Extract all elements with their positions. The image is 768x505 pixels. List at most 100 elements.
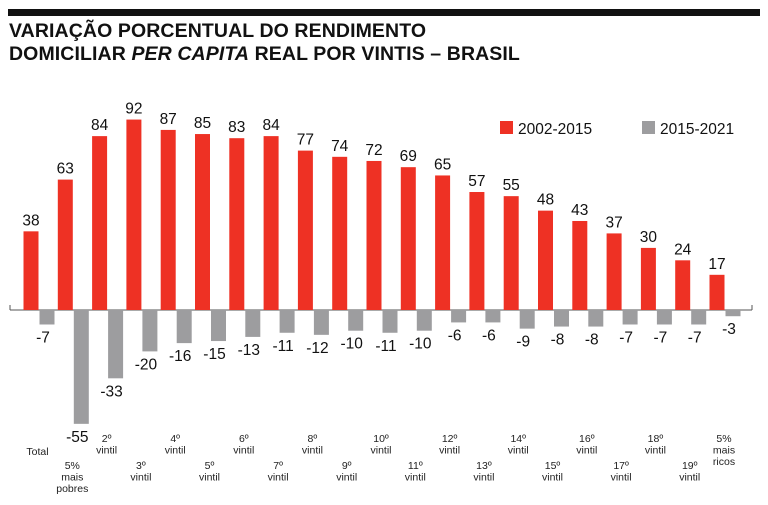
- legend-label-2002-2015: 2002-2015: [518, 121, 592, 138]
- value-label-2015-2021: -7: [654, 329, 668, 346]
- category-label: 15º vintil: [542, 460, 563, 484]
- value-label-2015-2021: -11: [272, 338, 293, 355]
- value-label-2002-2015: 92: [125, 101, 142, 118]
- bar-2002-2015: [229, 138, 245, 310]
- bar-2015-2021: [382, 310, 398, 333]
- bar-2015-2021: [451, 310, 467, 323]
- value-label-2002-2015: 24: [674, 241, 692, 258]
- value-label-2015-2021: -20: [135, 356, 158, 373]
- category-label: 6º vintil: [233, 433, 254, 457]
- value-label-2002-2015: 57: [468, 173, 485, 190]
- bar-2015-2021: [348, 310, 364, 331]
- value-label-2002-2015: 48: [537, 192, 554, 209]
- value-label-2002-2015: 38: [22, 212, 39, 229]
- bar-2015-2021: [725, 310, 741, 317]
- value-label-2015-2021: -7: [36, 329, 50, 346]
- legend-swatch-2015-2021: [642, 121, 655, 134]
- value-label-2002-2015: 85: [194, 115, 211, 132]
- category-label: 7º vintil: [268, 460, 289, 484]
- bar-2002-2015: [160, 129, 176, 310]
- value-label-2002-2015: 84: [262, 117, 280, 134]
- bar-2002-2015: [469, 192, 485, 310]
- bar-2002-2015: [640, 247, 656, 310]
- category-label: 3º vintil: [130, 460, 151, 484]
- legend-swatch-2002-2015: [500, 121, 513, 134]
- category-label: 13º vintil: [473, 460, 494, 484]
- bar-2002-2015: [572, 220, 588, 310]
- category-label: 12º vintil: [439, 433, 460, 457]
- bar-2015-2021: [142, 310, 158, 352]
- category-label: 9º vintil: [336, 460, 357, 484]
- value-label-2002-2015: 17: [708, 256, 725, 273]
- value-label-2002-2015: 72: [365, 142, 382, 159]
- bar-2002-2015: [503, 196, 519, 310]
- value-label-2015-2021: -13: [238, 342, 260, 359]
- value-label-2002-2015: 74: [331, 138, 349, 155]
- category-label: 14º vintil: [508, 433, 529, 457]
- category-label: 5º vintil: [199, 460, 220, 484]
- bar-2015-2021: [279, 310, 295, 333]
- bar-2002-2015: [195, 134, 210, 310]
- bar-2002-2015: [57, 179, 73, 310]
- bar-2015-2021: [313, 310, 329, 335]
- bar-2015-2021: [108, 310, 124, 379]
- value-label-2002-2015: 83: [228, 119, 245, 136]
- value-label-2002-2015: 55: [503, 177, 520, 194]
- bar-2015-2021: [622, 310, 638, 325]
- bar-2002-2015: [366, 160, 382, 310]
- category-label: 8º vintil: [302, 433, 323, 457]
- value-label-2015-2021: -3: [722, 321, 736, 338]
- category-label: 5% mais pobres: [56, 460, 88, 495]
- bar-2015-2021: [416, 310, 432, 331]
- value-label-2002-2015: 43: [571, 202, 588, 219]
- bar-2015-2021: [519, 310, 535, 329]
- legend-label-2015-2021: 2015-2021: [660, 121, 734, 138]
- bar-2015-2021: [691, 310, 707, 325]
- category-label: 11º vintil: [405, 460, 426, 484]
- category-label: 5% mais ricos: [713, 433, 735, 468]
- value-label-2015-2021: -6: [482, 327, 496, 344]
- category-label: 17º vintil: [611, 460, 632, 484]
- category-label: 16º vintil: [576, 433, 597, 457]
- top-rule: [8, 9, 760, 16]
- value-label-2015-2021: -10: [409, 336, 432, 353]
- value-label-2002-2015: 30: [640, 229, 658, 246]
- title-line-1-text: VARIAÇÃO PORCENTUAL DO RENDIMENTO: [9, 20, 427, 42]
- value-label-2015-2021: -11: [375, 338, 396, 355]
- title-line-2-italic: PER CAPITA: [131, 43, 250, 65]
- value-label-2015-2021: -55: [66, 429, 88, 446]
- value-label-2015-2021: -10: [340, 336, 363, 353]
- bar-2015-2021: [176, 310, 192, 344]
- bar-2015-2021: [39, 310, 55, 325]
- bar-2002-2015: [23, 231, 39, 310]
- bar-2015-2021: [73, 310, 89, 424]
- value-label-2002-2015: 63: [57, 161, 74, 178]
- value-label-2015-2021: -6: [448, 327, 462, 344]
- value-label-2015-2021: -33: [100, 383, 122, 400]
- value-label-2002-2015: 84: [91, 117, 109, 134]
- bar-2015-2021: [211, 310, 226, 342]
- value-label-2015-2021: -8: [551, 332, 565, 349]
- title-line-2: DOMICILIAR PER CAPITA REAL POR VINTIS – …: [9, 43, 749, 66]
- bar-2002-2015: [435, 175, 451, 310]
- value-label-2015-2021: -8: [585, 332, 599, 349]
- bar-2015-2021: [656, 310, 672, 325]
- value-label-2015-2021: -15: [203, 346, 225, 363]
- bar-2015-2021: [485, 310, 501, 323]
- title-line-1: VARIAÇÃO PORCENTUAL DO RENDIMENTO: [9, 20, 749, 43]
- category-label: 19º vintil: [679, 460, 700, 484]
- bar-2002-2015: [675, 260, 691, 310]
- category-label: 2º vintil: [96, 433, 117, 457]
- value-label-2015-2021: -16: [169, 348, 191, 365]
- value-label-2002-2015: 87: [160, 111, 177, 128]
- bar-2002-2015: [606, 233, 622, 310]
- bar-2002-2015: [297, 150, 313, 310]
- bar-2002-2015: [400, 167, 416, 310]
- bar-2002-2015: [263, 136, 279, 310]
- bar-2015-2021: [245, 310, 261, 337]
- value-label-2015-2021: -9: [516, 334, 530, 351]
- bar-2002-2015: [126, 119, 142, 310]
- title-line-2-part1: DOMICILIAR: [9, 43, 132, 65]
- value-label-2002-2015: 77: [297, 132, 314, 149]
